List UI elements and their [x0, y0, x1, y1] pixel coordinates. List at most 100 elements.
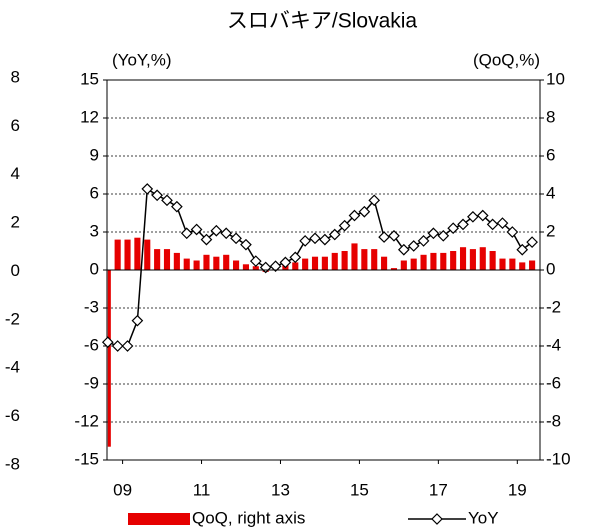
marker — [180, 227, 193, 240]
marker — [309, 232, 321, 245]
bar — [223, 254, 230, 270]
bar — [529, 260, 536, 270]
marker — [467, 210, 479, 223]
marker — [476, 209, 489, 222]
bar — [193, 260, 200, 270]
y3-tick-label: -8 — [5, 454, 20, 473]
bar — [252, 266, 259, 270]
y-tick-label: -3 — [84, 297, 99, 316]
marker — [328, 228, 341, 241]
y3-tick-label: -2 — [5, 309, 20, 328]
y2-tick-label: -2 — [546, 297, 561, 316]
y2-axis-label: (QoQ,%) — [473, 50, 540, 69]
marker — [220, 227, 233, 240]
bar — [154, 249, 161, 270]
marker — [121, 340, 134, 352]
bar — [410, 258, 417, 270]
bar — [469, 249, 476, 270]
y2-tick-label: 2 — [546, 221, 555, 240]
y-tick-label: -6 — [84, 335, 99, 354]
bar — [341, 251, 348, 270]
marker — [259, 261, 272, 274]
y2-tick-label: -4 — [546, 335, 561, 354]
marker — [269, 260, 282, 273]
marker — [516, 243, 529, 256]
bar — [144, 239, 151, 270]
y3-tick-label: 2 — [11, 213, 20, 232]
x-tick-label: 19 — [508, 480, 527, 499]
y2-tick-label: -10 — [546, 449, 571, 468]
bar — [183, 258, 190, 270]
y-tick-label: 15 — [80, 69, 99, 88]
y3-tick-label: 4 — [11, 164, 20, 183]
bar — [420, 254, 427, 270]
marker — [240, 238, 252, 251]
marker — [289, 251, 302, 264]
bar — [361, 249, 368, 270]
y-tick-label: -9 — [84, 373, 99, 392]
y-tick-label: 9 — [90, 145, 99, 164]
bar — [489, 251, 496, 270]
y3-tick-label: 0 — [11, 261, 20, 280]
bar — [114, 239, 121, 270]
bar — [519, 262, 526, 270]
marker — [427, 227, 440, 240]
marker — [249, 255, 262, 267]
marker — [368, 194, 381, 207]
line — [107, 187, 533, 347]
bar — [134, 237, 141, 270]
x-tick-label: 09 — [113, 480, 132, 499]
marker — [496, 217, 509, 229]
y-axis-label: (YoY,%) — [112, 50, 172, 69]
legend-label: QoQ, right axis — [192, 508, 305, 527]
marker — [388, 229, 400, 242]
marker — [378, 231, 390, 243]
marker — [151, 189, 163, 202]
marker — [338, 219, 351, 232]
y2-tick-label: 0 — [546, 259, 555, 278]
legend-swatch — [128, 513, 190, 525]
legend-marker — [431, 513, 443, 525]
marker — [437, 229, 450, 242]
marker — [319, 233, 331, 246]
bar — [242, 264, 249, 270]
marker — [417, 235, 430, 247]
marker — [171, 200, 183, 213]
marker — [397, 243, 410, 256]
y2-tick-label: 10 — [546, 69, 565, 88]
y2-tick-label: -8 — [546, 411, 561, 430]
bar — [213, 256, 220, 270]
marker — [299, 235, 311, 247]
bar — [203, 254, 210, 270]
bar — [233, 260, 240, 270]
bar — [107, 270, 111, 447]
marker — [101, 336, 114, 349]
x-tick-label: 13 — [271, 480, 290, 499]
bar — [371, 249, 378, 270]
marker — [230, 232, 242, 245]
y-tick-label: -12 — [74, 411, 99, 430]
marker — [190, 223, 203, 236]
y2-tick-label: 6 — [546, 145, 555, 164]
x-tick-label: 15 — [350, 480, 369, 499]
y-tick-label: 0 — [90, 259, 99, 278]
bar — [292, 262, 299, 270]
bar — [173, 252, 180, 270]
bar — [124, 239, 131, 270]
marker — [131, 314, 144, 327]
marker — [210, 224, 223, 237]
y-tick-label: 6 — [90, 183, 99, 202]
bar — [163, 249, 171, 270]
y2-tick-label: -6 — [546, 373, 561, 392]
y2-tick-label: 4 — [546, 183, 555, 202]
bar — [509, 258, 516, 270]
marker — [348, 209, 361, 222]
bar — [302, 258, 309, 270]
marker — [161, 194, 173, 207]
y3-tick-label: 8 — [11, 67, 20, 86]
y3-tick-label: -4 — [5, 358, 20, 377]
marker — [200, 233, 213, 246]
marker — [141, 183, 154, 195]
x-tick-label: 11 — [193, 480, 211, 499]
